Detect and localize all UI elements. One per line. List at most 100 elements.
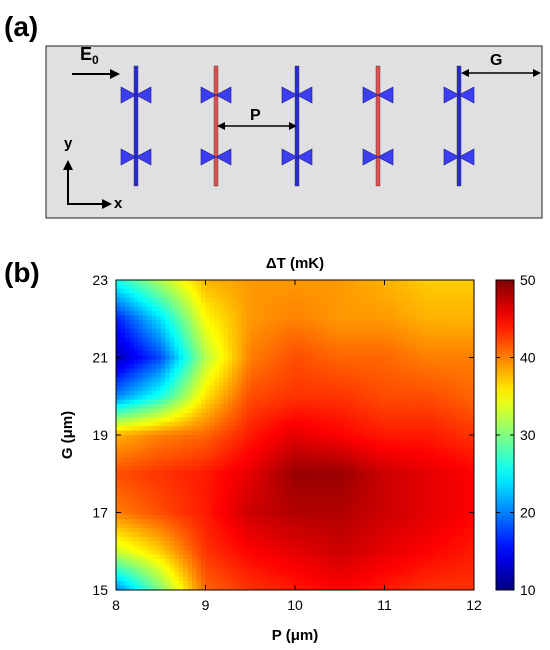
heatmap-cell bbox=[353, 514, 359, 520]
heatmap-cell bbox=[142, 293, 148, 299]
heatmap-cell bbox=[160, 280, 166, 286]
heatmap-cell bbox=[415, 470, 421, 476]
heatmap-cell bbox=[165, 315, 171, 321]
heatmap-cell bbox=[335, 545, 341, 551]
heatmap-cell bbox=[138, 421, 144, 427]
heatmap-cell bbox=[254, 395, 260, 401]
heatmap-cell bbox=[339, 466, 345, 472]
heatmap-cell bbox=[442, 377, 448, 383]
heatmap-cell bbox=[456, 501, 462, 507]
heatmap-cell bbox=[424, 373, 430, 379]
heatmap-cell bbox=[317, 342, 323, 348]
heatmap-cell bbox=[339, 492, 345, 498]
heatmap-cell bbox=[375, 306, 381, 312]
heatmap-cell bbox=[438, 448, 444, 454]
heatmap-cell bbox=[335, 306, 341, 312]
heatmap-cell bbox=[460, 346, 466, 352]
heatmap-cell bbox=[178, 355, 184, 361]
heatmap-cell bbox=[187, 355, 193, 361]
heatmap-cell bbox=[469, 377, 474, 383]
heatmap-cell bbox=[295, 377, 301, 383]
heatmap-cell bbox=[259, 457, 265, 463]
heatmap-cell bbox=[411, 315, 417, 321]
heatmap-cell bbox=[442, 510, 448, 516]
heatmap-cell bbox=[438, 324, 444, 330]
heatmap-cell bbox=[281, 466, 287, 472]
heatmap-cell bbox=[388, 284, 395, 290]
heatmap-cell bbox=[442, 288, 448, 294]
heatmap-cell bbox=[120, 319, 126, 325]
heatmap-cell bbox=[295, 541, 301, 547]
heatmap-cell bbox=[335, 280, 341, 286]
heatmap-cell bbox=[353, 297, 359, 303]
heatmap-cell bbox=[366, 510, 372, 516]
heatmap-cell bbox=[424, 288, 430, 294]
heatmap-cell bbox=[286, 541, 292, 547]
heatmap-cell bbox=[312, 302, 318, 308]
heatmap-cell bbox=[456, 386, 462, 392]
heatmap-cell bbox=[250, 541, 256, 547]
heatmap-cell bbox=[424, 501, 430, 507]
heatmap-cell bbox=[371, 474, 377, 480]
heatmap-cell bbox=[174, 386, 180, 392]
heatmap-cell bbox=[465, 359, 471, 365]
heatmap-cell bbox=[286, 466, 292, 472]
heatmap-cell bbox=[326, 528, 332, 534]
heatmap-cell bbox=[308, 280, 314, 286]
heatmap-cell bbox=[116, 324, 122, 330]
heatmap-cell bbox=[397, 364, 403, 370]
heatmap-cell bbox=[411, 311, 417, 317]
heatmap-cell bbox=[326, 359, 332, 365]
heatmap-cell bbox=[232, 377, 238, 383]
heatmap-cell bbox=[245, 342, 251, 348]
heatmap-cell bbox=[353, 483, 359, 489]
heatmap-cell bbox=[321, 386, 327, 392]
heatmap-cell bbox=[133, 297, 139, 303]
heatmap-cell bbox=[456, 364, 462, 370]
heatmap-cell bbox=[348, 452, 354, 458]
heatmap-cell bbox=[469, 359, 474, 365]
heatmap-cell bbox=[353, 359, 359, 365]
heatmap-cell bbox=[362, 474, 368, 480]
heatmap-cell bbox=[353, 302, 359, 308]
heatmap-cell bbox=[447, 497, 453, 503]
heatmap-cell bbox=[371, 404, 377, 410]
heatmap-cell bbox=[321, 324, 327, 330]
heatmap-cell bbox=[411, 466, 417, 472]
heatmap-cell bbox=[165, 528, 171, 534]
heatmap-cell bbox=[147, 421, 153, 427]
heatmap-cell bbox=[227, 342, 233, 348]
heatmap-cell bbox=[147, 457, 153, 463]
heatmap-cell bbox=[344, 293, 350, 299]
heatmap-cell bbox=[353, 311, 359, 317]
heatmap-cell bbox=[362, 355, 368, 361]
heatmap-cell bbox=[321, 461, 327, 467]
heatmap-cell bbox=[397, 399, 403, 405]
heatmap-cell bbox=[321, 452, 327, 458]
heatmap-cell bbox=[138, 346, 144, 352]
heatmap-cell bbox=[241, 386, 247, 392]
heatmap-cell bbox=[357, 399, 363, 405]
heatmap-cell bbox=[272, 421, 278, 427]
heatmap-cell bbox=[209, 337, 216, 343]
heatmap-cell bbox=[402, 528, 408, 534]
heatmap-cell bbox=[187, 404, 193, 410]
heatmap-cell bbox=[348, 457, 354, 463]
heatmap-cell bbox=[183, 412, 189, 418]
heatmap-cell bbox=[438, 377, 444, 383]
heatmap-cell bbox=[272, 505, 278, 511]
heatmap-cell bbox=[290, 452, 296, 458]
heatmap-cell bbox=[402, 293, 408, 299]
heatmap-cell bbox=[174, 342, 180, 348]
heatmap-cell bbox=[241, 550, 247, 556]
heatmap-cell bbox=[465, 532, 471, 538]
heatmap-cell bbox=[245, 293, 251, 299]
heatmap-cell bbox=[308, 439, 314, 445]
heatmap-cell bbox=[124, 412, 131, 418]
heatmap-cell bbox=[465, 536, 471, 542]
heatmap-cell bbox=[272, 510, 278, 516]
heatmap-cell bbox=[169, 545, 175, 551]
heatmap-cell bbox=[201, 483, 207, 489]
heatmap-cell bbox=[321, 319, 327, 325]
heatmap-cell bbox=[326, 302, 332, 308]
